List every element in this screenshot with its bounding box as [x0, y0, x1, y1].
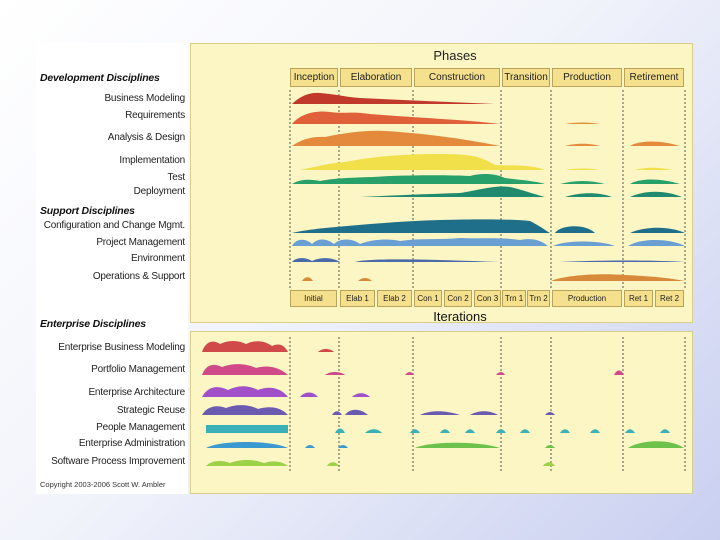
label-environment: Environment [131, 253, 185, 264]
iteration-production: Production [552, 290, 622, 307]
hump-strategic-reuse-late [332, 409, 555, 415]
label-implementation: Implementation [119, 155, 185, 166]
hump-strategic-reuse [202, 405, 288, 415]
hump-implementation [300, 154, 545, 170]
label-software-process-improvement: Software Process Improvement [51, 456, 185, 467]
phase-retirement: Retirement [624, 68, 684, 87]
label-config-change: Configuration and Change Mgmt. [43, 220, 186, 231]
hump-portfolio-late [325, 370, 624, 375]
label-enterprise-architecture: Enterprise Architecture [88, 387, 185, 398]
hump-operations [302, 277, 372, 281]
hump-config [292, 219, 550, 233]
hump-test [292, 173, 545, 184]
label-strategic-reuse: Strategic Reuse [116, 405, 185, 416]
hump-implementation-late [565, 167, 672, 170]
iteration-trn-1: Trn 1 [502, 290, 526, 307]
labels-panel [36, 43, 188, 494]
hump-enterprise-architecture-late [300, 392, 370, 397]
phase-elaboration: Elaboration [340, 68, 412, 87]
hump-deployment-late [565, 191, 682, 197]
label-requirements: Requirements [125, 110, 185, 121]
label-enterprise-business-modeling: Enterprise Business Modeling [58, 342, 185, 353]
hump-enterprise-business [202, 341, 288, 352]
iteration-con-1: Con 1 [414, 290, 442, 307]
hump-environment-late [355, 259, 685, 262]
hump-enterprise-admin-late [305, 445, 348, 448]
hump-project-management [292, 238, 548, 246]
development-disciplines-header: Development Disciplines [40, 72, 160, 84]
copyright-notice: Copyright 2003-2006 Scott W. Ambler [40, 480, 166, 489]
hump-spi-late [327, 462, 555, 466]
hump-enterprise-admin [206, 442, 288, 448]
phases-title: Phases [433, 48, 477, 63]
iteration-con-3: Con 3 [474, 290, 501, 307]
iteration-trn-2: Trn 2 [527, 290, 550, 307]
iteration-elab-1: Elab 1 [340, 290, 375, 307]
hump-operations-late [551, 274, 685, 281]
iteration-ret-1: Ret 1 [624, 290, 653, 307]
label-project-management: Project Management [96, 237, 185, 248]
hump-enterprise-admin-late-2 [415, 441, 684, 448]
enterprise-disciplines-header: Enterprise Disciplines [40, 318, 146, 330]
hump-enterprise-business-late [318, 349, 334, 352]
hump-environment [292, 258, 340, 262]
hump-project-management-late [553, 240, 685, 246]
iteration-elab-2: Elab 2 [377, 290, 412, 307]
hump-requirements-late [565, 122, 600, 124]
iterations-title: Iterations [433, 309, 487, 324]
hump-people-management [206, 425, 288, 433]
label-people-management: People Management [96, 422, 185, 433]
label-deployment: Deployment [133, 186, 186, 197]
label-business-modeling: Business Modeling [104, 93, 185, 104]
phase-construction: Construction [414, 68, 500, 87]
phase-production: Production [552, 68, 622, 87]
label-operations-support: Operations & Support [92, 271, 185, 282]
hump-analysis-design [292, 130, 500, 146]
support-disciplines-header: Support Disciplines [40, 205, 135, 217]
hump-deployment [360, 186, 545, 197]
hump-portfolio [202, 364, 288, 375]
label-enterprise-administration: Enterprise Administration [78, 438, 185, 449]
label-portfolio-management: Portfolio Management [91, 364, 185, 375]
iteration-con-2: Con 2 [444, 290, 472, 307]
label-analysis-design: Analysis & Design [107, 132, 185, 143]
iteration-ret-2: Ret 2 [655, 290, 684, 307]
hump-business-modeling [292, 92, 495, 104]
label-test: Test [167, 172, 185, 183]
hump-enterprise-architecture [202, 386, 288, 397]
hump-requirements [292, 111, 500, 124]
phase-inception: Inception [290, 68, 338, 87]
hump-spi [206, 460, 288, 466]
hump-test-late [560, 179, 680, 184]
iteration-initial: Initial [290, 290, 337, 307]
hump-config-late [555, 226, 685, 233]
hump-people-management-late [335, 428, 670, 433]
hump-analysis-design-late [565, 141, 680, 146]
phase-transition: Transition [502, 68, 550, 87]
